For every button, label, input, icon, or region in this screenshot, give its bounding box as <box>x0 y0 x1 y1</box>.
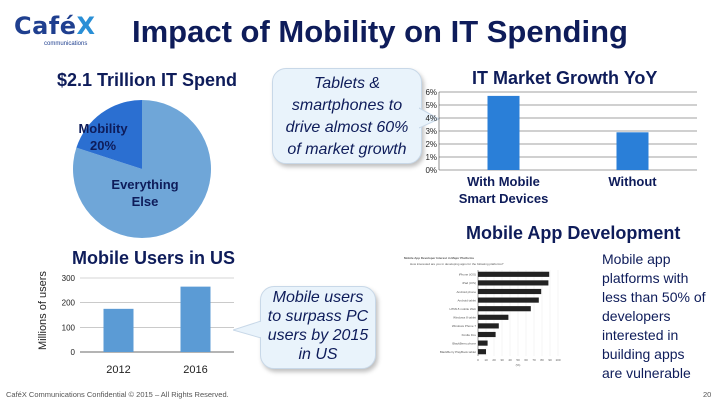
app-dev-thumbnail-chart: Mobile App Developer Interest in Major P… <box>404 256 561 367</box>
dev-x-tick-label: 0 <box>477 358 479 362</box>
users-bar <box>103 308 134 352</box>
users-bar <box>180 286 211 352</box>
dev-x-tick-label: 60 <box>524 358 528 362</box>
dev-category-label: HTML5 mobile Web <box>450 307 477 311</box>
app-dev-description: Mobile app platforms with less than 50% … <box>602 251 706 381</box>
app-dev-thumb-subtitle: How interested are you in developing app… <box>410 262 504 266</box>
dev-x-tick-label: 70 <box>532 358 536 362</box>
pie-label-mobility: Mobility 20% <box>78 121 128 153</box>
yoy-y-tick-label: 3% <box>425 127 437 136</box>
users-y-tick-label: 100 <box>62 323 76 332</box>
dev-category-label: BlackBerry phone <box>452 341 476 345</box>
logo-subtitle: communications <box>44 41 88 47</box>
dev-bar <box>478 323 499 329</box>
dev-category-label: iPad (iOS) <box>462 281 476 285</box>
pie-chart <box>73 100 211 238</box>
mobile-users-title: Mobile Users in US <box>72 248 236 268</box>
dev-category-label: Android tablet <box>457 298 476 302</box>
users-y-tick-label: 0 <box>71 348 76 357</box>
mobile-users-ylabel: Millions of users <box>37 271 49 350</box>
dev-x-tick-label: 10 <box>484 358 488 362</box>
cafex-logo: CaféX communications <box>14 12 124 52</box>
callout-market-growth: Tablets & smartphones to drive almost 60… <box>272 68 422 164</box>
dev-category-label: BlackBerry PlayBook tablet <box>440 350 476 354</box>
callout-pointer-right <box>419 107 441 129</box>
dev-x-tick-label: 40 <box>508 358 512 362</box>
yoy-bar <box>616 132 649 170</box>
yoy-y-tick-label: 6% <box>425 88 437 97</box>
mobile-users-bar-chart: 0 100 200 300 2012 2016 <box>62 274 234 376</box>
dev-bar <box>478 331 496 338</box>
pie-label-everything-else: Everything Else <box>111 177 179 209</box>
dev-category-label: Android phone <box>456 290 476 294</box>
users-category-label: 2012 <box>106 364 130 376</box>
footer-confidential: CaféX Communications Confidential © 2015… <box>6 390 229 399</box>
dev-x-tick-label: 30 <box>500 358 504 362</box>
dev-x-tick-label: 100 <box>555 358 560 362</box>
dev-bar <box>478 349 486 355</box>
users-y-tick-label: 300 <box>62 274 76 283</box>
yoy-category-label: Smart Devices <box>459 191 549 206</box>
pie-slice-mobility <box>76 100 142 169</box>
yoy-category-label: Without <box>608 174 657 189</box>
dev-x-axis-label: (%) <box>516 363 521 367</box>
yoy-bar-chart: 0% 1% 2% 3% 4% 5% 6% With Mobile Smart Devices Wi… <box>425 88 697 206</box>
dev-bar <box>478 340 488 346</box>
users-category-label: 2016 <box>183 364 207 376</box>
dev-x-tick-label: 20 <box>492 358 496 362</box>
yoy-y-tick-label: 4% <box>425 114 437 123</box>
dev-category-label: Windows 8 tablet <box>453 316 476 320</box>
logo-wordmark: CaféX <box>14 12 96 40</box>
users-y-tick-label: 200 <box>62 299 76 308</box>
callout-pointer-left <box>233 320 261 339</box>
yoy-category-label: With Mobile <box>467 174 540 189</box>
callout-mobile-users: Mobile users to surpass PC users by 2015… <box>260 286 376 369</box>
yoy-y-tick-label: 2% <box>425 140 437 149</box>
slide-title: Impact of Mobility on IT Spending <box>132 14 628 49</box>
dev-bar <box>478 314 509 320</box>
yoy-bar <box>487 95 520 170</box>
yoy-y-tick-label: 0% <box>425 166 437 175</box>
dev-category-label: iPhone (iOS) <box>459 273 476 277</box>
yoy-y-tick-label: 1% <box>425 153 437 162</box>
dev-x-tick-label: 50 <box>516 358 520 362</box>
dev-x-tick-label: 90 <box>548 358 552 362</box>
pie-chart-title: $2.1 Trillion IT Spend <box>57 70 238 90</box>
dev-bar <box>478 297 539 303</box>
dev-bar <box>478 306 531 312</box>
app-dev-title: Mobile App Development <box>466 223 681 243</box>
yoy-y-tick-label: 5% <box>425 101 437 110</box>
dev-category-label: Kindle Fire <box>462 333 477 337</box>
dev-bar <box>478 271 550 277</box>
dev-bar <box>478 280 549 286</box>
dev-bar <box>478 288 542 295</box>
yoy-chart-title: IT Market Growth YoY <box>472 68 658 88</box>
dev-category-label: Windows Phone 7 <box>452 324 477 328</box>
app-dev-thumb-title: Mobile App Developer Interest in Major P… <box>404 256 474 260</box>
page-number: 20 <box>703 390 712 399</box>
dev-x-tick-label: 80 <box>540 358 544 362</box>
